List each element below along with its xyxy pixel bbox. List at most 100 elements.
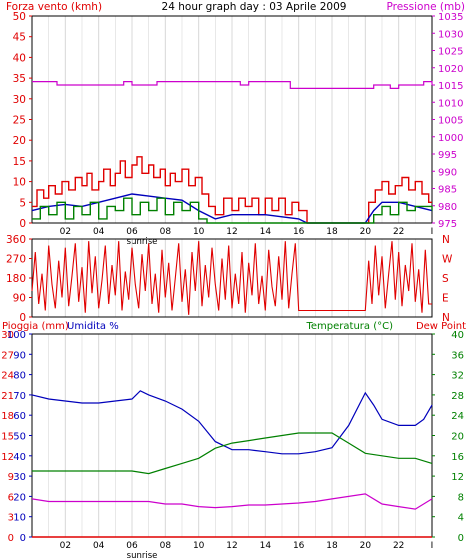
x-tick-label: 08 [160, 541, 172, 551]
series-line-3 [31, 493, 433, 510]
series-line-2 [32, 432, 433, 475]
wind-pressure-panel: 0510152025303540455097598098599099510001… [13, 11, 464, 247]
x-tick-label: 18 [326, 541, 338, 551]
compass-label: E [442, 293, 449, 305]
direction-line-0 [31, 241, 432, 315]
x-tick-label: 06 [126, 227, 138, 237]
x-tick-label: 08 [160, 227, 172, 237]
direction-y-tick-label: 180 [6, 273, 26, 285]
wind-y-tick-label: 45 [13, 32, 26, 44]
compass-label: N [442, 234, 450, 246]
x-tick-label: 18 [326, 227, 338, 237]
pressure-y-tick-label: 1035 [438, 12, 463, 23]
temperature-y-tick-label: 40 [451, 330, 464, 341]
humidity-y-tick-label: 70 [13, 391, 26, 402]
pressure-y-tick-label: 1025 [438, 47, 463, 58]
rain-axis-label: Pioggia (mm) [2, 321, 69, 332]
series-line-1 [31, 193, 433, 224]
pressure-y-tick-label: 1020 [438, 64, 463, 75]
x-tick-label: 10 [193, 227, 205, 237]
x-tick-label: I [431, 227, 434, 237]
pressure-y-tick-label: 1005 [438, 116, 463, 127]
rain-y-tick-label: 3 [8, 513, 14, 524]
series-line-3 [32, 81, 433, 89]
x-tick-label: 04 [93, 227, 105, 237]
x-tick-label: 20 [360, 541, 372, 551]
x-tick-label: 12 [226, 541, 237, 551]
rain-y-tick-label: 18 [1, 411, 14, 422]
x-tick-label: 14 [260, 227, 272, 237]
x-tick-label: 06 [126, 541, 138, 551]
humidity-y-tick-label: 0 [20, 533, 26, 544]
wind-y-tick-label: 50 [13, 11, 26, 23]
wind-y-tick-label: 5 [19, 197, 26, 209]
rain-y-tick-label: 12 [1, 452, 14, 463]
rain-y-tick-label: 0 [8, 533, 14, 544]
temperature-y-tick-label: 16 [451, 452, 464, 463]
pressure-y-tick-label: 995 [438, 150, 457, 161]
direction-y-tick-label: 270 [6, 254, 26, 266]
humidity-y-tick-label: 60 [13, 411, 26, 422]
rain-y-tick-label: 9 [8, 472, 14, 483]
temperature-y-tick-label: 20 [451, 432, 464, 443]
pressure-y-tick-label: 1015 [438, 81, 463, 92]
humidity-y-tick-label: 20 [13, 492, 26, 503]
wind-y-tick-label: 15 [13, 156, 26, 168]
rain-y-tick-label: 24 [1, 371, 14, 382]
humidity-axis-label: Umidita % [67, 321, 119, 332]
temperature-y-tick-label: 24 [451, 411, 464, 422]
rain-y-tick-label: 21 [1, 391, 14, 402]
series-line-2 [32, 197, 433, 224]
series-line-1 [31, 390, 433, 455]
direction-y-tick-label: 90 [13, 293, 26, 305]
wind-y-tick-label: 30 [13, 94, 26, 106]
temperature-y-tick-label: 8 [458, 492, 464, 503]
rain-y-tick-label: 30 [1, 330, 14, 341]
chart-title: 24 hour graph day : 03 Aprile 2009 [162, 1, 347, 13]
temperature-y-tick-label: 32 [451, 371, 464, 382]
x-tick-label: 02 [60, 541, 71, 551]
wind-y-tick-label: 40 [13, 52, 26, 64]
temperature-y-tick-label: 36 [451, 350, 464, 361]
pressure-y-tick-label: 980 [438, 202, 457, 213]
x-tick-label: 20 [360, 227, 372, 237]
wind-y-tick-label: 20 [13, 135, 26, 147]
pressure-y-tick-label: 1030 [438, 29, 463, 40]
x-tick-label: 22 [393, 227, 404, 237]
temperature-y-tick-label: 28 [451, 391, 464, 402]
x-tick-label: I [431, 541, 434, 551]
pressure-y-tick-label: 985 [438, 185, 457, 196]
x-tick-label: 12 [226, 227, 237, 237]
rain-y-tick-label: 27 [1, 350, 14, 361]
wind-y-tick-label: 10 [13, 177, 26, 189]
dewpoint-axis-label: Dew Point [416, 321, 466, 332]
wind-y-tick-label: 25 [13, 115, 26, 127]
x-tick-label: 02 [60, 227, 71, 237]
humidity-y-tick-label: 10 [13, 513, 26, 524]
x-tick-label: 22 [393, 541, 404, 551]
humidity-y-tick-label: 90 [13, 350, 26, 361]
wind-y-tick-label: 0 [19, 218, 26, 230]
pressure-axis-label: Pressione (mb) [386, 1, 465, 13]
temperature-y-tick-label: 4 [458, 513, 464, 524]
direction-y-tick-label: 0 [19, 312, 26, 324]
temperature-axis-label: Temperatura (°C) [305, 321, 393, 332]
humidity-y-tick-label: 50 [13, 432, 26, 443]
humidity-y-tick-label: 100 [7, 330, 26, 341]
rain-y-tick-label: 15 [1, 432, 14, 443]
pressure-y-tick-label: 990 [438, 167, 457, 178]
pressure-y-tick-label: 975 [438, 219, 457, 230]
rain-y-tick-label: 6 [8, 492, 14, 503]
x-tick-label: 14 [260, 541, 272, 551]
x-tick-label: 16 [293, 541, 305, 551]
rain-humidity-temperature-panel: 0369121518212427300102030405060708090100… [1, 330, 464, 559]
humidity-y-tick-label: 40 [13, 452, 26, 463]
sunrise-label: sunrise [127, 551, 158, 559]
compass-label: W [442, 254, 453, 266]
sunrise-label: sunrise [127, 237, 158, 247]
temperature-y-tick-label: 12 [451, 472, 464, 483]
x-tick-label: 16 [293, 227, 305, 237]
compass-label: S [442, 273, 449, 285]
